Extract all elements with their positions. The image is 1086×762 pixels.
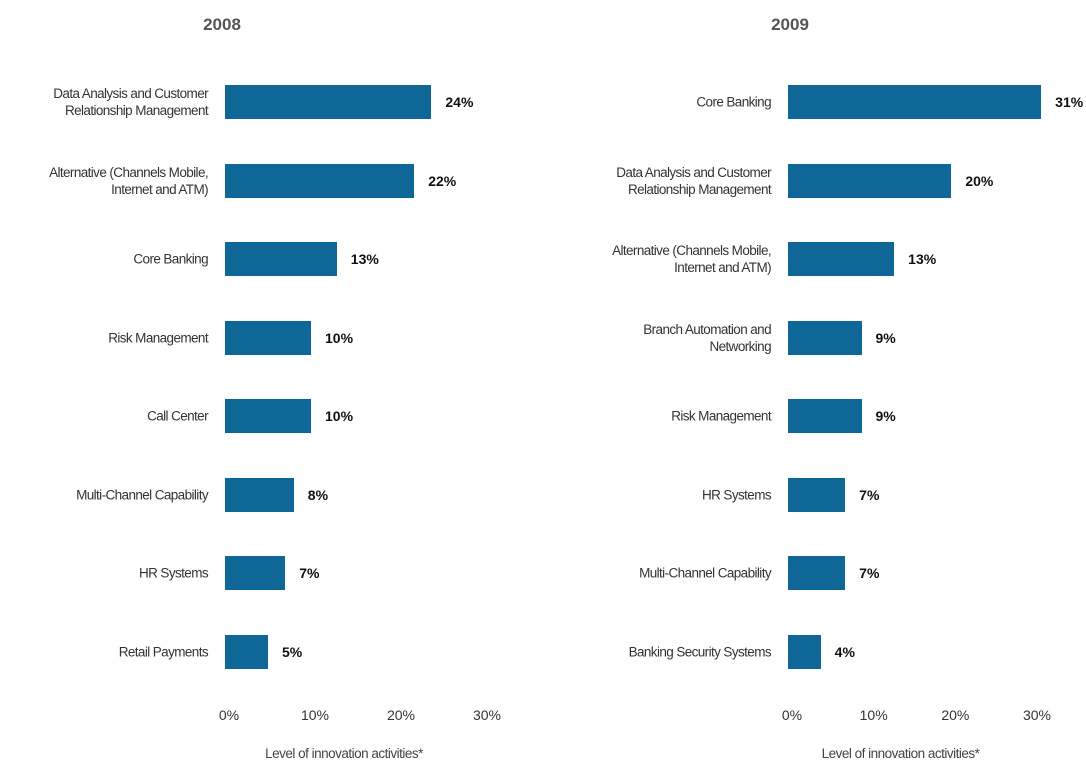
- category-label: Core Banking: [696, 94, 771, 110]
- bar: [788, 477, 846, 512]
- category-label: Alternative (Channels Mobile, Internet a…: [612, 243, 772, 275]
- value-label: 4%: [834, 643, 855, 660]
- bar: [225, 634, 268, 669]
- value-label: 7%: [299, 565, 320, 581]
- bar: [788, 85, 1042, 119]
- bar: [225, 242, 337, 276]
- chart-title: 2009: [771, 15, 809, 34]
- bar: [788, 556, 846, 590]
- category-label: Retail Payments: [118, 644, 209, 659]
- bar: [788, 634, 821, 669]
- x-axis-label: Level of innovation activities*: [265, 746, 423, 761]
- category-label: Risk Management: [671, 408, 771, 424]
- value-label: 8%: [307, 486, 329, 503]
- category-label: Alternative (Channels Mobile, Internet a…: [49, 164, 209, 197]
- bar: [225, 556, 286, 590]
- value-label: 13%: [350, 251, 379, 267]
- category-label: Core Banking: [133, 251, 208, 267]
- category-label: Branch Automation and Networking: [643, 321, 771, 354]
- bar: [225, 320, 311, 355]
- x-tick-label: 10%: [300, 707, 330, 723]
- bar: [788, 242, 895, 276]
- x-tick-label: 20%: [386, 707, 416, 723]
- bar: [788, 163, 952, 198]
- value-label: 9%: [875, 329, 896, 346]
- x-tick-label: 30%: [472, 707, 502, 723]
- category-label: Data Analysis and Customer Relationship …: [53, 86, 208, 118]
- value-label: 9%: [875, 408, 896, 424]
- bar: [225, 399, 311, 433]
- value-label: 13%: [908, 251, 937, 267]
- bar: [788, 399, 862, 433]
- category-label: Call Center: [147, 408, 209, 424]
- value-label: 5%: [282, 643, 303, 660]
- value-label: 7%: [859, 565, 880, 581]
- category-label: Banking Security Systems: [628, 644, 772, 659]
- x-tick-label: 30%: [1022, 707, 1052, 723]
- value-label: 20%: [965, 172, 994, 189]
- category-label: HR Systems: [138, 565, 209, 581]
- chart-title: 2008: [203, 15, 241, 34]
- category-label: HR Systems: [701, 487, 772, 502]
- category-label: Multi-Channel Capability: [639, 565, 772, 581]
- value-label: 10%: [325, 408, 354, 424]
- x-tick-label: 20%: [941, 707, 970, 723]
- value-label: 10%: [325, 329, 354, 346]
- category-label: Multi-Channel Capability: [76, 487, 209, 502]
- x-tick-label: 10%: [859, 707, 888, 723]
- bar: [225, 477, 294, 512]
- value-label: 24%: [445, 94, 474, 110]
- value-label: 22%: [428, 172, 457, 189]
- bar: [788, 320, 862, 355]
- category-label: Risk Management: [108, 330, 208, 345]
- x-tick-label: 0%: [218, 707, 240, 723]
- x-tick-label: 0%: [781, 707, 803, 723]
- x-axis-label: Level of innovation activities*: [821, 746, 980, 761]
- bar: [225, 85, 432, 119]
- category-label: Data Analysis and Customer Relationship …: [616, 164, 771, 197]
- value-label: 7%: [859, 486, 880, 503]
- value-label: 31%: [1055, 94, 1084, 110]
- bar: [225, 163, 415, 198]
